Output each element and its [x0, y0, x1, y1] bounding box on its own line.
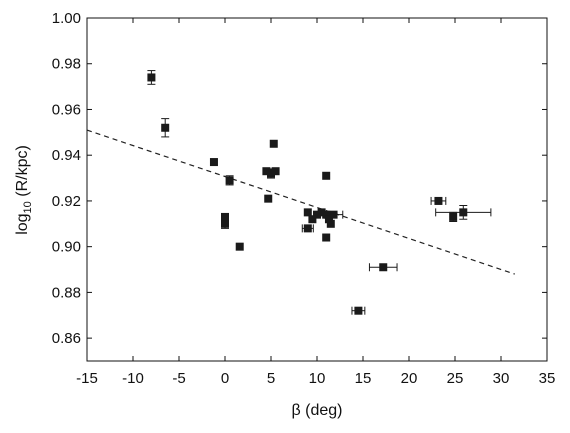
x-tick-label: 5	[267, 370, 275, 387]
data-point	[271, 167, 280, 176]
data-point	[303, 224, 312, 233]
data-point	[269, 139, 278, 148]
data-point	[322, 171, 331, 180]
data-point	[225, 176, 234, 185]
points-layer	[147, 70, 492, 315]
data-point	[354, 306, 363, 315]
data-point	[329, 210, 338, 219]
data-point	[221, 212, 229, 221]
data-point	[147, 73, 156, 82]
y-axis-label-subscript: 10	[22, 201, 34, 213]
data-point	[161, 123, 170, 132]
data-point	[313, 210, 321, 219]
x-tick-label: 35	[539, 370, 556, 387]
x-tick-label: 15	[355, 370, 372, 387]
data-point	[264, 194, 273, 203]
data-point	[308, 215, 317, 224]
data-point	[434, 196, 443, 205]
y-tick-label: 0.88	[52, 284, 81, 301]
data-point	[449, 212, 458, 221]
y-tick-label: 0.98	[52, 56, 81, 73]
fit-line	[86, 129, 515, 275]
y-tick-label: 0.94	[52, 147, 81, 164]
data-point	[209, 158, 218, 167]
data-point	[235, 242, 244, 251]
data-point	[317, 208, 326, 217]
y-tick-label: 0.92	[52, 193, 81, 210]
data-point	[322, 233, 331, 242]
x-tick-label: -5	[172, 370, 185, 387]
data-point	[262, 167, 271, 176]
ticks-layer: -15 -10 -5 0 5 10 15 20 25 30 35 0.86 0.88 0.90 0.92 0.…	[52, 10, 556, 387]
y-tick-label: 0.86	[52, 330, 81, 347]
y-axis-label-rest: (R/kpc)	[14, 145, 31, 201]
x-tick-label: 20	[401, 370, 418, 387]
x-tick-label: 10	[309, 370, 326, 387]
x-tick-label: -10	[122, 370, 144, 387]
x-tick-label: 30	[493, 370, 510, 387]
data-point	[379, 263, 388, 272]
plot-area	[86, 17, 548, 362]
y-tick-label: 1.00	[52, 10, 81, 27]
y-tick-label: 0.90	[52, 239, 81, 256]
data-point	[221, 219, 229, 228]
x-axis-label: β (deg)	[292, 402, 343, 419]
y-axis-label-main: log	[14, 213, 31, 234]
x-tick-label: 0	[221, 370, 229, 387]
x-tick-label: 25	[447, 370, 464, 387]
y-tick-label: 0.96	[52, 101, 81, 118]
y-axis-label: log10 (R/kpc)	[14, 145, 34, 235]
data-point	[326, 219, 335, 228]
data-point	[324, 215, 333, 224]
data-point	[459, 208, 468, 217]
fit-line-layer	[86, 129, 515, 275]
x-tick-label: -15	[76, 370, 98, 387]
data-point	[303, 208, 312, 217]
data-point	[267, 169, 275, 178]
